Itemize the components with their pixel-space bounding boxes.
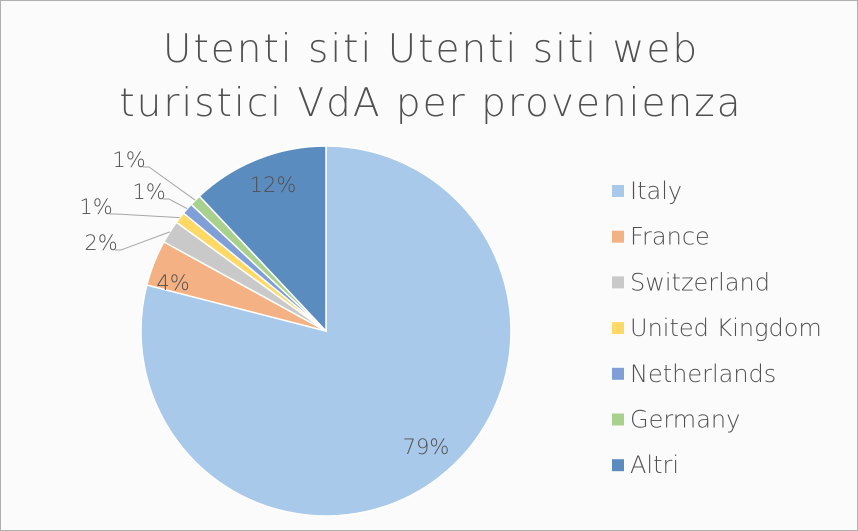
legend-swatch bbox=[612, 413, 624, 426]
data-label: 1% bbox=[112, 148, 145, 172]
data-label: 12% bbox=[250, 173, 297, 197]
legend-swatch bbox=[612, 230, 624, 243]
legend-label: Altri bbox=[630, 451, 679, 479]
legend-swatch bbox=[612, 322, 624, 335]
legend-label: Germany bbox=[630, 406, 740, 434]
legend-label: Italy bbox=[630, 177, 682, 205]
legend-label: United Kingdom bbox=[630, 314, 822, 342]
leader-line bbox=[163, 198, 188, 210]
legend-swatch bbox=[612, 367, 624, 380]
leader-line bbox=[110, 213, 180, 219]
data-label: 79% bbox=[403, 435, 450, 459]
legend-label: Netherlands bbox=[630, 360, 776, 388]
data-label: 1% bbox=[132, 180, 165, 204]
legend-swatch bbox=[612, 276, 624, 289]
chart-title: Utenti siti Utenti siti web turistici Vd… bbox=[119, 27, 743, 126]
legend-label: Switzerland bbox=[630, 268, 770, 296]
legend-label: France bbox=[630, 223, 710, 251]
pie-slice bbox=[198, 145, 327, 333]
data-label: 1% bbox=[79, 195, 112, 219]
legend-swatch bbox=[612, 185, 624, 197]
data-label: 4% bbox=[156, 271, 189, 295]
leader-line bbox=[143, 166, 196, 201]
legend-swatch bbox=[612, 459, 624, 472]
data-label: 2% bbox=[84, 231, 117, 255]
leader-line bbox=[115, 231, 170, 251]
